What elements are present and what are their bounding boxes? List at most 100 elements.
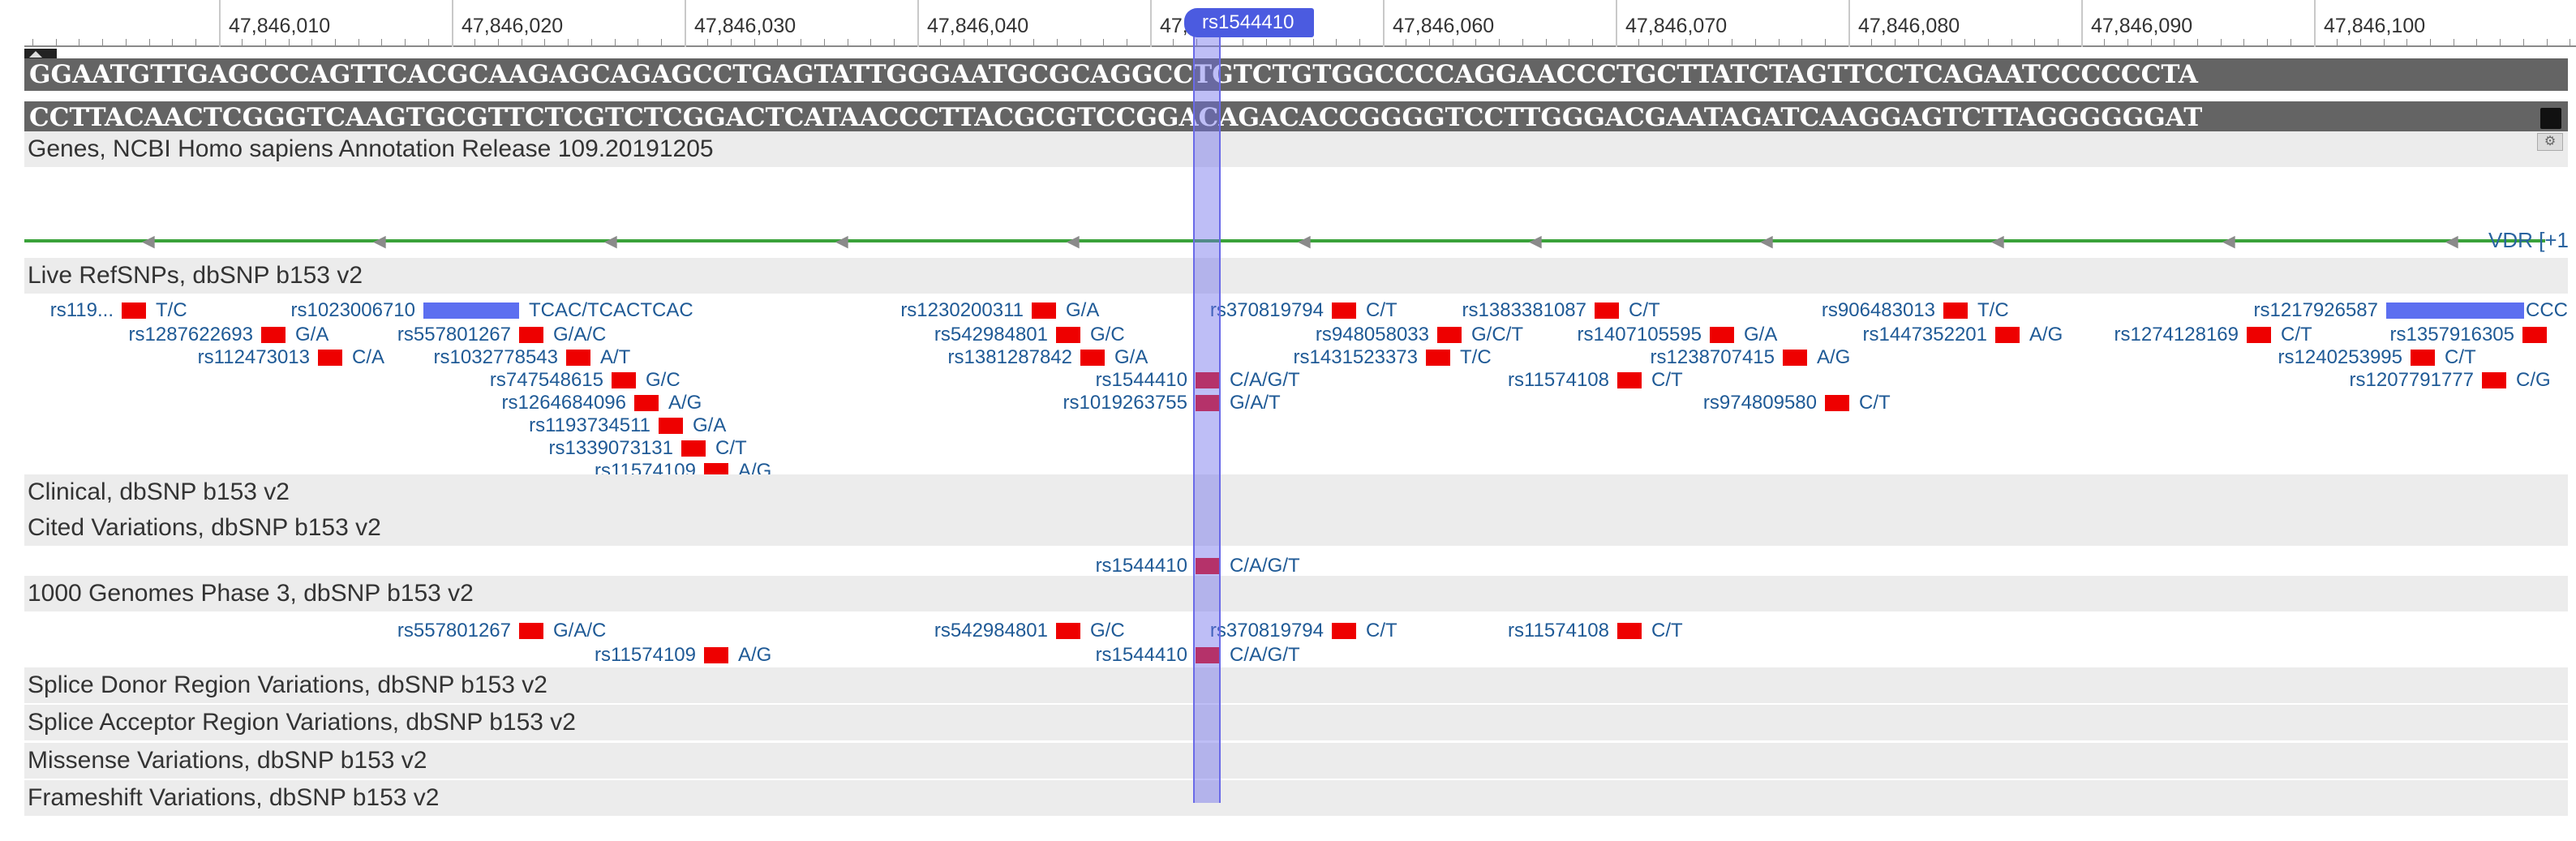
ruler-minor-tick — [149, 39, 150, 47]
snp-id-label[interactable]: rs948058033 — [1315, 324, 1429, 345]
snp-marker[interactable] — [1056, 623, 1080, 639]
snp-id-label[interactable]: rs542984801 — [934, 324, 1048, 345]
snp-id-label[interactable]: rs1240253995 — [2278, 346, 2402, 368]
snp-id-label[interactable]: rs557801267 — [397, 324, 511, 345]
snp-marker[interactable] — [634, 395, 659, 411]
snp-marker[interactable] — [566, 350, 590, 366]
track-live-refsnps-title[interactable]: Live RefSNPs, dbSNP b153 v2 — [28, 262, 363, 289]
snp-id-label[interactable]: rs1383381087 — [1462, 299, 1586, 321]
snp-marker[interactable] — [2522, 327, 2547, 343]
snp-id-label[interactable]: rs11574108 — [1508, 369, 1609, 391]
reverse-sequence-strip[interactable]: CCTTACAACTCGGGTCAAGTGCGTTCTCGTCTCGGACTCA… — [24, 101, 2568, 134]
snp-marker[interactable] — [2411, 350, 2435, 366]
snp-id-label[interactable]: rs1264684096 — [501, 392, 626, 414]
snp-marker[interactable] — [1032, 303, 1056, 319]
snp-id-label[interactable]: rs1023006710 — [290, 299, 415, 321]
snp-id-label[interactable]: rs1207791777 — [2349, 369, 2474, 391]
snp-marker[interactable] — [1196, 558, 1220, 574]
track-genes-title[interactable]: Genes, NCBI Homo sapiens Annotation Rele… — [28, 135, 714, 162]
snp-id-label[interactable]: rs1407105595 — [1577, 324, 1702, 345]
snp-marker[interactable] — [261, 327, 286, 343]
snp-id-label[interactable]: rs1431523373 — [1293, 346, 1418, 368]
snp-id-label[interactable]: rs119... — [49, 299, 114, 321]
gene-vdr-line[interactable] — [24, 239, 2545, 242]
track-frameshift-title[interactable]: Frameshift Variations, dbSNP b153 v2 — [28, 784, 440, 811]
snp-marker[interactable] — [612, 372, 636, 388]
snp-marker[interactable] — [1617, 372, 1642, 388]
snp-marker[interactable] — [2247, 327, 2271, 343]
track-splice-acceptor-title[interactable]: Splice Acceptor Region Variations, dbSNP… — [28, 709, 576, 736]
snp-id-label[interactable]: rs1447352201 — [1862, 324, 1987, 345]
snp-marker[interactable] — [1196, 647, 1220, 663]
snp-id-label[interactable]: rs1339073131 — [548, 437, 673, 459]
gene-vdr-label[interactable]: VDR [+1 — [2488, 228, 2569, 252]
track-missense-title[interactable]: Missense Variations, dbSNP b153 v2 — [28, 747, 427, 774]
track-settings-icon[interactable]: ⚙ — [2537, 133, 2563, 151]
snp-marker[interactable] — [1943, 303, 1968, 319]
snp-id-label[interactable]: rs1544410 — [1095, 369, 1187, 391]
ruler-minor-tick — [1779, 39, 1780, 47]
snp-marker[interactable] — [1595, 303, 1619, 319]
snp-marker[interactable] — [1437, 327, 1462, 343]
snp-marker[interactable] — [1617, 623, 1642, 639]
snp-id-label[interactable]: rs11574108 — [1508, 620, 1609, 641]
snp-id-label[interactable]: rs906483013 — [1821, 299, 1935, 321]
snp-marker[interactable] — [1080, 350, 1105, 366]
ruler-tick-label: 47,846,040 — [927, 15, 1029, 37]
snp-id-label[interactable]: rs1238707415 — [1650, 346, 1775, 368]
snp-id-label[interactable]: rs1217926587 — [2253, 299, 2378, 321]
ruler-minor-tick — [1173, 39, 1174, 47]
snp-id-label[interactable]: rs1193734511 — [529, 414, 650, 436]
ruler-minor-tick — [1196, 39, 1197, 47]
snp-marker[interactable] — [122, 303, 146, 319]
indel-marker[interactable] — [423, 303, 519, 319]
snp-id-label[interactable]: rs1274128169 — [2114, 324, 2239, 345]
snp-id-label[interactable]: rs1032778543 — [433, 346, 558, 368]
snp-id-label[interactable]: rs1287622693 — [128, 324, 253, 345]
snp-marker[interactable] — [1710, 327, 1734, 343]
snp-marker[interactable] — [659, 418, 683, 434]
snp-id-label[interactable]: rs370819794 — [1209, 620, 1324, 641]
snp-marker[interactable] — [1995, 327, 2020, 343]
snp-marker[interactable] — [1332, 623, 1356, 639]
ruler-major-tick — [1616, 0, 1617, 47]
ruler-minor-tick — [1546, 39, 1547, 47]
snp-marker[interactable] — [519, 623, 543, 639]
snp-id-label[interactable]: rs1357916305 — [2389, 324, 2514, 345]
position-ruler[interactable]: 47,846,010 47,846,020 47,846,030 47,846,… — [24, 0, 2576, 50]
snp-id-label[interactable]: rs1019263755 — [1063, 392, 1187, 414]
snp-id-label[interactable]: rs747548615 — [489, 369, 603, 391]
ruler-minor-tick — [544, 39, 545, 47]
snp-id-label[interactable]: rs370819794 — [1209, 299, 1324, 321]
snp-id-label[interactable]: rs542984801 — [934, 620, 1048, 641]
snp-marker[interactable] — [704, 647, 728, 663]
forward-sequence-strip[interactable]: GGAATGTTGAGCCCAGTTCACGCAAGAGCAGAGCCTGAGT… — [24, 58, 2568, 91]
track-cited-title[interactable]: Cited Variations, dbSNP b153 v2 — [28, 514, 381, 541]
snp-marker[interactable] — [1056, 327, 1080, 343]
snp-id-label[interactable]: rs1381287842 — [947, 346, 1072, 368]
snp-id-label[interactable]: rs112473013 — [197, 346, 310, 368]
snp-id-label[interactable]: rs1544410 — [1095, 555, 1187, 577]
snp-marker[interactable] — [2482, 372, 2506, 388]
selected-position-highlight[interactable] — [1193, 23, 1221, 803]
snp-id-label[interactable]: rs1230200311 — [900, 299, 1024, 321]
indel-marker[interactable] — [2386, 303, 2524, 319]
snp-marker[interactable] — [318, 350, 342, 366]
snp-id-label[interactable]: rs557801267 — [397, 620, 511, 641]
track-clinical-title[interactable]: Clinical, dbSNP b153 v2 — [28, 478, 290, 505]
track-splice-donor-title[interactable]: Splice Donor Region Variations, dbSNP b1… — [28, 672, 547, 698]
track-1000-genomes-title[interactable]: 1000 Genomes Phase 3, dbSNP b153 v2 — [28, 580, 474, 607]
snp-marker[interactable] — [1426, 350, 1450, 366]
snp-marker[interactable] — [681, 440, 706, 457]
snp-marker[interactable] — [519, 327, 543, 343]
snp-id-label[interactable]: rs974809580 — [1702, 392, 1817, 414]
snp-id-label[interactable]: rs1544410 — [1095, 644, 1187, 666]
snp-marker[interactable] — [1825, 395, 1849, 411]
snp-marker[interactable] — [1196, 372, 1220, 388]
snp-marker[interactable] — [1332, 303, 1356, 319]
snp-marker[interactable] — [1783, 350, 1807, 366]
snp-marker[interactable] — [1196, 395, 1220, 411]
selected-variant-flag[interactable]: rs1544410 — [1184, 8, 1314, 37]
snp-id-label[interactable]: rs11574109 — [595, 644, 696, 666]
